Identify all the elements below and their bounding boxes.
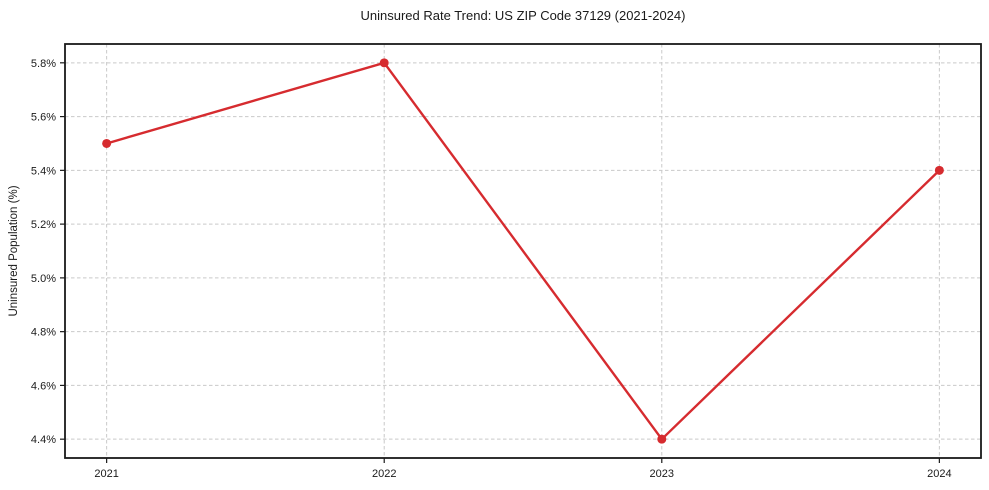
- data-point-marker: [657, 434, 667, 444]
- plot-border: [64, 43, 982, 459]
- trend-line: [105, 61, 941, 441]
- x-tick-label: 2023: [650, 468, 674, 480]
- data-point-marker: [379, 58, 389, 68]
- y-tick-label: 5.4%: [31, 165, 56, 177]
- y-tick-label: 4.6%: [31, 380, 56, 392]
- y-tick-label: 5.2%: [31, 219, 56, 231]
- x-tick-label: 2024: [927, 468, 951, 480]
- data-point-marker: [102, 138, 112, 148]
- y-tick-label: 5.8%: [31, 58, 56, 70]
- x-tick-label: 2022: [372, 468, 396, 480]
- y-tick-label: 4.4%: [31, 434, 56, 446]
- data-point-marker: [934, 165, 944, 175]
- chart-title: Uninsured Rate Trend: US ZIP Code 37129 …: [360, 8, 686, 23]
- y-tick-label: 5.6%: [31, 112, 56, 124]
- x-tick-label: 2021: [94, 468, 118, 480]
- y-tick-label: 4.8%: [31, 327, 56, 339]
- y-tick-label: 5.0%: [31, 273, 56, 285]
